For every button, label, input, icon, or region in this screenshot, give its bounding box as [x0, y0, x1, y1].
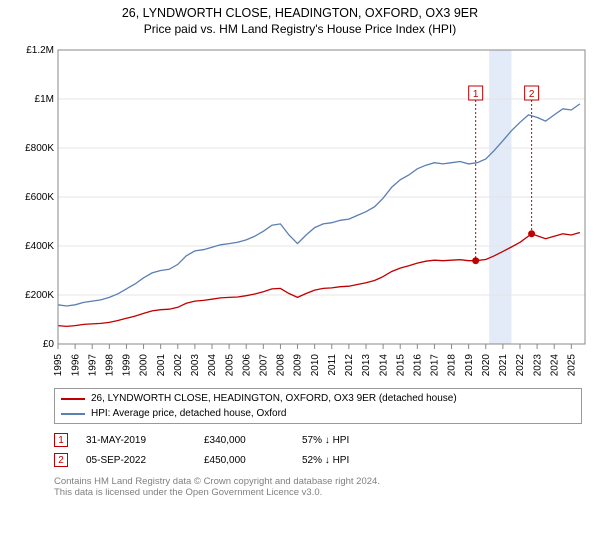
- sale-marker-number: 1: [473, 89, 479, 100]
- y-tick-label: £800K: [25, 143, 54, 154]
- x-tick-label: 2001: [156, 354, 167, 377]
- y-tick-label: £0: [43, 339, 55, 350]
- footer: Contains HM Land Registry data © Crown c…: [54, 476, 582, 498]
- legend-item: 26, LYNDWORTH CLOSE, HEADINGTON, OXFORD,…: [61, 391, 575, 406]
- legend-label: 26, LYNDWORTH CLOSE, HEADINGTON, OXFORD,…: [91, 393, 457, 404]
- sales-table-row: 2 05-SEP-2022 £450,000 52% ↓ HPI: [54, 450, 582, 470]
- sale-marker-dot: [528, 230, 535, 237]
- sales-table: 1 31-MAY-2019 £340,000 57% ↓ HPI 2 05-SEP-202…: [54, 430, 582, 470]
- x-tick-label: 2024: [549, 354, 560, 377]
- legend-item: HPI: Average price, detached house, Oxfo…: [61, 406, 575, 421]
- y-tick-label: £400K: [25, 241, 54, 252]
- x-tick-label: 2007: [259, 354, 270, 377]
- x-tick-label: 1998: [105, 354, 116, 377]
- legend-swatch: [61, 413, 85, 415]
- chart-subtitle: Price paid vs. HM Land Registry's House …: [10, 22, 590, 36]
- x-tick-label: 2004: [207, 354, 218, 377]
- sales-row-pct: 52% ↓ HPI: [302, 455, 392, 466]
- x-tick-label: 2012: [344, 354, 355, 377]
- x-tick-label: 2005: [224, 354, 235, 377]
- sales-table-row: 1 31-MAY-2019 £340,000 57% ↓ HPI: [54, 430, 582, 450]
- x-tick-label: 1999: [122, 354, 133, 377]
- legend-label: HPI: Average price, detached house, Oxfo…: [91, 408, 287, 419]
- x-tick-label: 2013: [361, 354, 372, 377]
- x-tick-label: 2000: [139, 354, 150, 377]
- x-tick-label: 2011: [327, 354, 338, 376]
- x-tick-label: 2018: [447, 354, 458, 377]
- x-tick-label: 2006: [241, 354, 252, 377]
- footer-line: Contains HM Land Registry data © Crown c…: [54, 476, 582, 487]
- x-tick-label: 1995: [53, 354, 64, 377]
- x-tick-label: 2009: [293, 354, 304, 377]
- legend-swatch: [61, 398, 85, 400]
- x-tick-label: 2022: [515, 354, 526, 377]
- chart-title: 26, LYNDWORTH CLOSE, HEADINGTON, OXFORD,…: [10, 6, 590, 20]
- x-tick-label: 2016: [413, 354, 424, 377]
- x-tick-label: 2025: [567, 354, 578, 377]
- sale-marker-dot: [472, 257, 479, 264]
- x-tick-label: 2008: [276, 354, 287, 377]
- sales-row-date: 31-MAY-2019: [86, 435, 186, 446]
- sales-row-date: 05-SEP-2022: [86, 455, 186, 466]
- sales-row-marker: 1: [54, 433, 68, 447]
- chart-svg: £0 £200K £400K £600K £800K £1M £1.2M 1995 1996 19…: [10, 44, 590, 384]
- x-tick-label: 2017: [430, 354, 441, 377]
- chart-plot-area: £0 £200K £400K £600K £800K £1M £1.2M 1995 1996 19…: [10, 44, 590, 384]
- x-tick-label: 1997: [87, 354, 98, 377]
- x-tick-label: 2003: [190, 354, 201, 377]
- sales-row-price: £340,000: [204, 435, 284, 446]
- y-tick-label: £1M: [35, 94, 54, 105]
- x-tick-label: 2014: [378, 354, 389, 377]
- x-tick-label: 2015: [395, 354, 406, 377]
- sales-row-price: £450,000: [204, 455, 284, 466]
- x-tick-label: 1996: [70, 354, 81, 377]
- sale-marker-number: 2: [529, 89, 535, 100]
- footer-line: This data is licensed under the Open Gov…: [54, 487, 582, 498]
- x-tick-label: 2023: [532, 354, 543, 377]
- x-tick-label: 2020: [481, 354, 492, 377]
- legend: 26, LYNDWORTH CLOSE, HEADINGTON, OXFORD,…: [54, 388, 582, 424]
- y-tick-label: £1.2M: [26, 45, 54, 56]
- sales-row-marker: 2: [54, 453, 68, 467]
- y-tick-label: £600K: [25, 192, 54, 203]
- x-tick-label: 2002: [173, 354, 184, 377]
- x-tick-label: 2021: [498, 354, 509, 377]
- x-tick-label: 2019: [464, 354, 475, 377]
- x-tick-label: 2010: [310, 354, 321, 377]
- y-tick-label: £200K: [25, 290, 54, 301]
- sales-row-pct: 57% ↓ HPI: [302, 435, 392, 446]
